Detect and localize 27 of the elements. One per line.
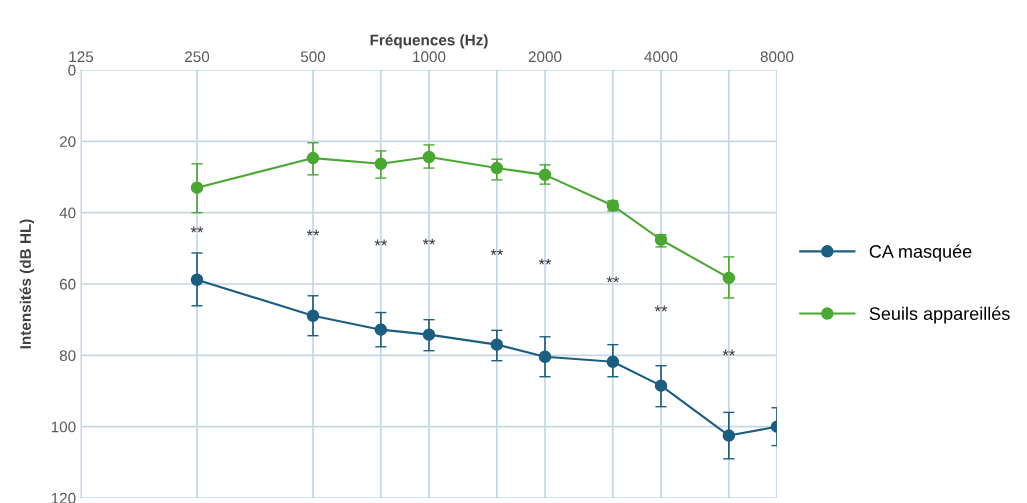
y-tick-label: 40 xyxy=(59,207,76,219)
legend-label: CA masquée xyxy=(869,244,972,262)
annotation: ** xyxy=(190,226,204,233)
x-tick-label: 1000 xyxy=(413,51,446,63)
annotation: ** xyxy=(490,249,504,256)
legend-label: Seuils appareillés xyxy=(869,306,1010,324)
annotation: ** xyxy=(374,239,388,246)
y-tick-label: 60 xyxy=(59,278,76,290)
x-tick-label: 4000 xyxy=(644,51,678,63)
x-axis-title: Fréquences (Hz) xyxy=(370,34,488,49)
y-tick-label: 120 xyxy=(51,492,76,503)
annotation: ** xyxy=(538,258,552,265)
y-tick-label: 100 xyxy=(51,421,76,433)
y-tick-label: 0 xyxy=(68,64,76,76)
x-tick-label: 500 xyxy=(300,51,326,63)
y-tick-label: 20 xyxy=(59,136,76,148)
annotation: ** xyxy=(654,305,668,312)
annotation: ** xyxy=(306,229,320,236)
x-tick-label: 2000 xyxy=(528,51,562,63)
x-tick-label: 125 xyxy=(69,51,94,63)
y-axis-title: Intensités (dB HL) xyxy=(19,219,34,349)
annotation: ** xyxy=(422,238,436,245)
annotation: ** xyxy=(722,349,736,356)
annotation: ** xyxy=(606,276,620,283)
y-tick-label: 80 xyxy=(59,350,76,362)
x-tick-label: 8000 xyxy=(760,51,794,63)
x-tick-label: 250 xyxy=(185,51,210,63)
